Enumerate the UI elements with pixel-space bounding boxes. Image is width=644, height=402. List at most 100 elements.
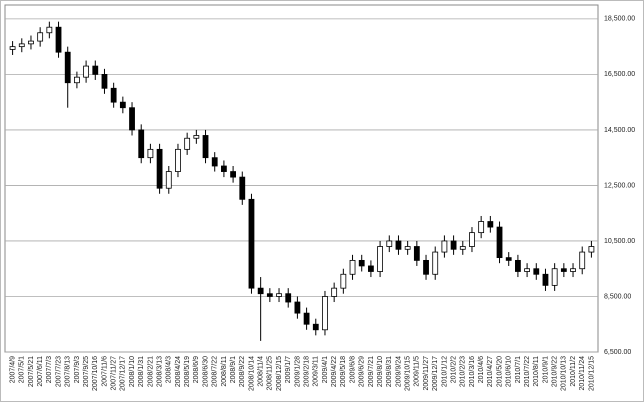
candle-body [496, 226, 503, 259]
x-tick-label: 2010/9/1 [542, 356, 549, 383]
x-tick-label: 2010/9/22 [552, 356, 559, 387]
candle-body [248, 198, 255, 289]
x-tick-label: 2008/6/9 [193, 356, 200, 383]
candle-body [533, 268, 540, 275]
x-tick-label: 2009/1/28 [294, 356, 301, 387]
candle-body [193, 135, 200, 139]
x-tick-label: 2008/9/22 [239, 356, 246, 387]
candle-body [441, 240, 448, 253]
x-tick-label: 2010/4/6 [478, 356, 485, 383]
x-tick-label: 2007/9/25 [83, 356, 90, 387]
x-tick-label: 2010/6/10 [506, 356, 513, 387]
candle-body [312, 323, 319, 331]
candle-body [423, 259, 429, 275]
candle-body [487, 221, 494, 228]
x-tick-label: 2009/7/21 [368, 356, 375, 387]
candle-body [368, 265, 374, 272]
candle-body [551, 268, 558, 286]
x-tick-label: 2007/4/9 [9, 356, 16, 383]
candle-body [184, 137, 191, 150]
candle-body [156, 148, 163, 189]
x-tick-label: 2007/7/3 [46, 356, 53, 383]
candle-body [386, 240, 393, 247]
candle-body [276, 293, 282, 297]
candle-body [285, 293, 292, 303]
x-tick-label: 2010/7/22 [524, 356, 531, 387]
x-tick-label: 2007/11/6 [101, 356, 108, 387]
candle-body [413, 246, 420, 261]
x-tick-label: 2008/1/31 [138, 356, 145, 387]
x-tick-label: 2009/11/27 [423, 356, 430, 391]
candle-body [432, 251, 439, 275]
x-tick-label: 2007/12/17 [120, 356, 127, 391]
candle-body [101, 74, 108, 89]
x-tick-label: 2008/3/13 [156, 356, 163, 387]
candle-body [340, 273, 347, 289]
x-tick-label: 2009/2/18 [303, 356, 310, 387]
candle-body [579, 251, 586, 270]
x-tick-label: 2010/4/27 [487, 356, 494, 387]
x-tick-label: 2007/9/3 [74, 356, 81, 383]
plot-area [4, 4, 599, 353]
x-tick-label: 2008/7/22 [212, 356, 219, 387]
candle-body [542, 273, 549, 286]
candle-body [358, 259, 365, 267]
candle-body [239, 176, 246, 200]
x-tick-label: 2010/11/2 [570, 356, 577, 387]
candle-body [221, 165, 227, 172]
candle-body [478, 221, 485, 234]
x-tick-label: 2010/2/23 [460, 356, 467, 387]
x-tick-label: 2007/10/16 [92, 356, 99, 391]
y-tick-label: 16,500.00 [604, 71, 635, 78]
candle-body [450, 240, 457, 250]
x-tick-label: 2008/11/4 [258, 356, 265, 387]
candle-body [560, 268, 567, 272]
x-tick-label: 2008/10/14 [248, 356, 255, 391]
candle-body [37, 32, 44, 42]
candle-body [9, 46, 16, 50]
x-tick-label: 2008/5/19 [184, 356, 191, 387]
candle-body [138, 129, 145, 159]
candle-body [55, 26, 62, 53]
candle-body [74, 76, 80, 84]
x-tick-label: 2008/11/25 [267, 356, 274, 391]
x-tick-label: 2009/8/31 [386, 356, 393, 387]
y-tick-label: 6,500.00 [604, 349, 631, 356]
candle-body [349, 259, 356, 275]
x-tick-label: 2007/5/1 [19, 356, 26, 383]
x-tick-label: 2007/5/21 [28, 356, 35, 387]
candle-body [165, 171, 172, 189]
candle-body [257, 287, 264, 295]
candle-body [303, 312, 310, 325]
x-tick-label: 2009/1/7 [285, 356, 292, 383]
candle-body [211, 157, 218, 167]
x-tick-label: 2009/8/10 [377, 356, 384, 387]
candle-body [588, 246, 595, 253]
candle-body [28, 40, 34, 45]
x-tick-label: 2008/4/24 [175, 356, 182, 387]
candle-body [459, 246, 466, 250]
candle-body [92, 65, 99, 75]
y-tick-label: 8,500.00 [604, 293, 631, 300]
y-tick-label: 12,500.00 [604, 182, 635, 189]
candle-body [266, 293, 273, 297]
x-tick-label: 2009/5/18 [340, 356, 347, 387]
candle-body [230, 171, 236, 178]
y-tick-label: 18,500.00 [604, 16, 635, 23]
candle-body [147, 148, 154, 159]
candle-body [331, 287, 338, 297]
x-tick-label: 2007/8/13 [65, 356, 72, 387]
x-tick-label: 2010/7/1 [515, 356, 522, 383]
x-tick-label: 2008/4/3 [166, 356, 173, 383]
y-tick-label: 14,500.00 [604, 127, 635, 134]
y-tick-label: 10,500.00 [604, 238, 635, 245]
candle-body [202, 135, 209, 159]
x-tick-label: 2009/6/8 [349, 356, 356, 383]
x-tick-label: 2009/6/29 [359, 356, 366, 387]
x-tick-label: 2008/6/30 [202, 356, 209, 387]
candle-body [18, 43, 25, 48]
x-tick-label: 2009/10/15 [405, 356, 412, 391]
candle-body [404, 246, 411, 250]
candle-body [469, 232, 475, 247]
